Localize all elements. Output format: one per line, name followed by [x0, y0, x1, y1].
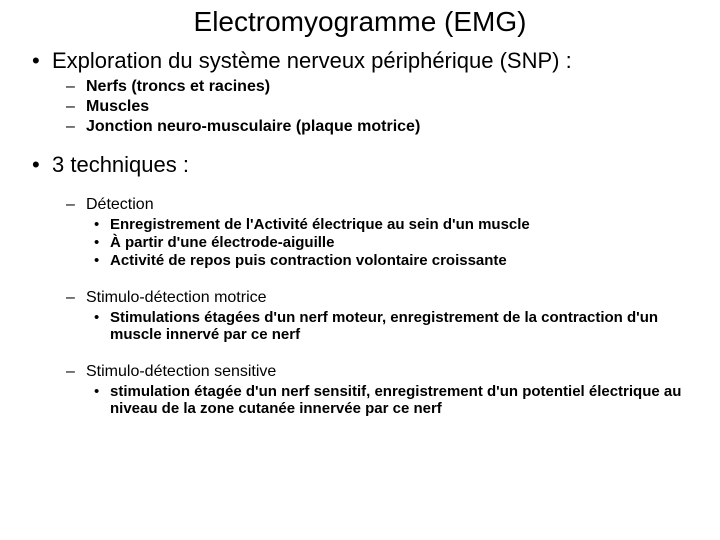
sub-label: stimulation étagée d'un nerf sensitif, e… [110, 383, 700, 417]
bullet-disc-icon: • [32, 48, 42, 74]
item-label: Détection [86, 196, 154, 214]
item-label: Stimulo-détection sensitive [86, 363, 276, 381]
list-item: –Jonction neuro-musculaire (plaque motri… [66, 118, 700, 136]
list-item: –Muscles [66, 98, 700, 116]
level1-list: • Exploration du système nerveux périphé… [32, 48, 700, 417]
section-techniques: • 3 techniques : –Détection •Enregistrem… [32, 152, 700, 417]
list-item: • À partir d'une électrode-aiguille [94, 234, 700, 251]
section-label: Exploration du système nerveux périphéri… [52, 48, 572, 74]
item-label: Muscles [86, 98, 149, 116]
sub-label: Enregistrement de l'Activité électrique … [110, 216, 530, 233]
sub-label: Stimulations étagées d'un nerf moteur, e… [110, 309, 700, 343]
level3-list: • stimulation étagée d'un nerf sensitif, … [94, 383, 700, 417]
bullet-dash-icon: – [66, 118, 76, 136]
bullet-dot-icon: • [94, 234, 102, 251]
section-label: 3 techniques : [52, 152, 189, 178]
section-snp: • Exploration du système nerveux périphé… [32, 48, 700, 136]
page-title: Electromyogramme (EMG) [20, 6, 700, 38]
technique-stimulo-sensitive: –Stimulo-détection sensitive • stimulatio… [66, 363, 700, 417]
level3-list: • Enregistrement de l'Activité électrique… [94, 216, 700, 269]
bullet-dot-icon: • [94, 216, 102, 233]
item-label: Jonction neuro-musculaire (plaque motric… [86, 118, 420, 136]
level2-list: –Nerfs (troncs et racines) –Muscles –Jon… [66, 78, 700, 136]
sub-label: À partir d'une électrode-aiguille [110, 234, 334, 251]
list-item: • stimulation étagée d'un nerf sensitif, … [94, 383, 700, 417]
bullet-dash-icon: – [66, 98, 76, 116]
bullet-dash-icon: – [66, 78, 76, 96]
bullet-dot-icon: • [94, 383, 102, 400]
list-item: • Enregistrement de l'Activité électrique… [94, 216, 700, 233]
bullet-dot-icon: • [94, 252, 102, 269]
list-item: –Nerfs (troncs et racines) [66, 78, 700, 96]
bullet-dot-icon: • [94, 309, 102, 326]
technique-detection: –Détection • Enregistrement de l'Activité… [66, 196, 700, 269]
level2-list: –Détection •Enregistrement de l'Activité… [66, 196, 700, 417]
bullet-dash-icon: – [66, 363, 76, 381]
bullet-dash-icon: – [66, 196, 76, 214]
bullet-dash-icon: – [66, 289, 76, 307]
level3-list: • Stimulations étagées d'un nerf moteur, … [94, 309, 700, 343]
list-item: • Activité de repos puis contraction volo… [94, 252, 700, 269]
sub-label: Activité de repos puis contraction volon… [110, 252, 507, 269]
item-label: Stimulo-détection motrice [86, 289, 267, 307]
list-item: • Stimulations étagées d'un nerf moteur, … [94, 309, 700, 343]
technique-stimulo-motrice: –Stimulo-détection motrice • Stimulations… [66, 289, 700, 343]
item-label: Nerfs (troncs et racines) [86, 78, 270, 96]
bullet-disc-icon: • [32, 152, 42, 178]
